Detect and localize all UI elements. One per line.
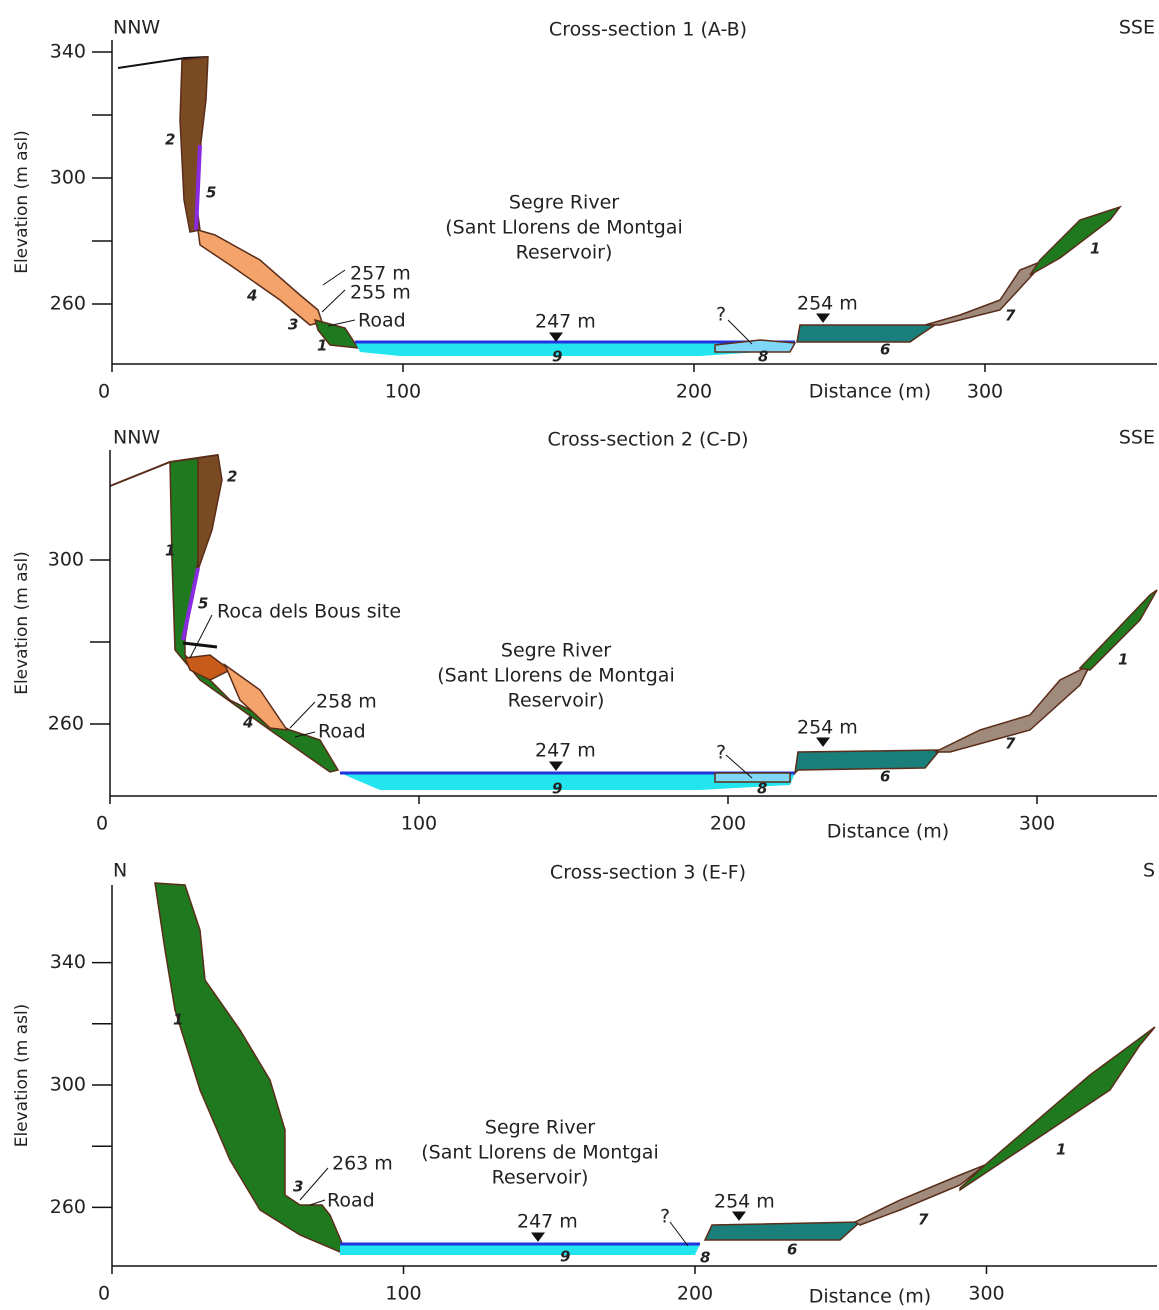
direction-left: NNW bbox=[113, 17, 160, 39]
x-tick-label: 300 bbox=[967, 381, 1003, 403]
annotation: 247 m bbox=[535, 740, 596, 762]
direction-left: N bbox=[113, 860, 127, 882]
annotation: ? bbox=[660, 1206, 670, 1228]
x-tick-label: 300 bbox=[1019, 813, 1055, 835]
annotation: 254 m bbox=[797, 717, 858, 739]
y-tick-label: 260 bbox=[50, 1196, 86, 1218]
unit-number: 8 bbox=[758, 348, 768, 366]
unit-number: 1 bbox=[1090, 240, 1100, 258]
x-axis-label: Distance (m) bbox=[809, 381, 931, 403]
x-tick-label: 200 bbox=[710, 813, 746, 835]
river-label: (Sant Llorens de Montgai bbox=[421, 1142, 658, 1164]
annotation: 254 m bbox=[797, 293, 858, 315]
markers bbox=[189, 269, 830, 1247]
x-tick-label: 0 bbox=[98, 1283, 110, 1305]
annotation: 254 m bbox=[714, 1191, 775, 1213]
x-tick-label: 0 bbox=[96, 813, 108, 835]
unit-number: 1 bbox=[173, 1011, 183, 1029]
unit-number: 4 bbox=[246, 287, 257, 305]
x-tick-label: 300 bbox=[968, 1283, 1004, 1305]
y-axis-label: Elevation (m asl) bbox=[12, 130, 32, 274]
annotation: 247 m bbox=[517, 1211, 578, 1233]
annotation: 247 m bbox=[535, 311, 596, 333]
river-label: (Sant Llorens de Montgai bbox=[437, 665, 674, 687]
unit-number: 8 bbox=[700, 1249, 710, 1267]
unit-number: 9 bbox=[552, 780, 562, 798]
river-label: Segre River bbox=[501, 640, 611, 662]
direction-right: SSE bbox=[1119, 427, 1155, 449]
x-axis-label: Distance (m) bbox=[827, 821, 949, 843]
geology bbox=[109, 56, 1158, 1255]
river-label: Segre River bbox=[509, 192, 619, 214]
direction-right: SSE bbox=[1119, 17, 1155, 39]
annotation: 263 m bbox=[332, 1153, 393, 1175]
unit-number: 8 bbox=[757, 780, 767, 798]
river-label: Reservoir) bbox=[492, 1167, 589, 1189]
unit-number: 7 bbox=[1005, 307, 1016, 325]
direction-right: S bbox=[1143, 860, 1155, 882]
unit-number: 1 bbox=[1056, 1141, 1066, 1159]
river-label: Reservoir) bbox=[508, 690, 605, 712]
river-label: Segre River bbox=[485, 1117, 595, 1139]
panel-title: Cross-section 2 (C-D) bbox=[547, 429, 748, 451]
y-tick-label: 260 bbox=[48, 713, 84, 735]
annotation: Road bbox=[318, 721, 366, 743]
x-tick-label: 100 bbox=[385, 381, 421, 403]
y-tick-label: 300 bbox=[48, 549, 84, 571]
y-tick-label: 300 bbox=[50, 167, 86, 189]
y-axis-label: Elevation (m asl) bbox=[12, 551, 32, 695]
unit-number: 5 bbox=[198, 595, 208, 613]
panel-title: Cross-section 1 (A-B) bbox=[549, 19, 747, 41]
y-tick-label: 340 bbox=[50, 41, 86, 63]
annotation: Road bbox=[358, 310, 406, 332]
x-tick-label: 100 bbox=[385, 1283, 421, 1305]
annotation: ? bbox=[716, 304, 726, 326]
unit-number: 1 bbox=[165, 542, 175, 560]
annotation: 258 m bbox=[316, 691, 377, 713]
unit-number: 6 bbox=[880, 768, 890, 786]
direction-left: NNW bbox=[113, 427, 160, 449]
annotation: Roca dels Bous site bbox=[217, 601, 401, 623]
unit-number: 6 bbox=[880, 341, 890, 359]
annotation: Road bbox=[327, 1190, 375, 1212]
unit-number: 7 bbox=[918, 1211, 929, 1229]
unit-number: 2 bbox=[165, 131, 175, 149]
y-tick-label: 340 bbox=[50, 951, 86, 973]
annotation: ? bbox=[716, 742, 726, 764]
x-tick-label: 100 bbox=[401, 813, 437, 835]
x-tick-label: 200 bbox=[677, 1283, 713, 1305]
unit-number: 2 bbox=[227, 468, 237, 486]
annotation: 255 m bbox=[350, 282, 411, 304]
panel-title: Cross-section 3 (E-F) bbox=[550, 862, 746, 884]
y-tick-label: 260 bbox=[50, 293, 86, 315]
x-tick-label: 0 bbox=[98, 381, 110, 403]
unit-number: 3 bbox=[288, 316, 298, 334]
river-label: (Sant Llorens de Montgai bbox=[445, 217, 682, 239]
unit-number: 9 bbox=[552, 348, 562, 366]
y-axis-label: Elevation (m asl) bbox=[12, 1004, 32, 1148]
river-label: Reservoir) bbox=[516, 242, 613, 264]
x-tick-label: 200 bbox=[676, 381, 712, 403]
unit-number: 1 bbox=[317, 337, 327, 355]
unit-number: 6 bbox=[787, 1241, 797, 1259]
unit-number: 7 bbox=[1005, 735, 1016, 753]
annotation: 257 m bbox=[350, 263, 411, 285]
unit-number: 1 bbox=[1118, 651, 1128, 669]
unit-number: 9 bbox=[560, 1248, 570, 1266]
unit-number: 5 bbox=[206, 184, 216, 202]
y-tick-label: 300 bbox=[50, 1074, 86, 1096]
unit-number: 3 bbox=[293, 1178, 303, 1196]
x-axis-label: Distance (m) bbox=[809, 1286, 931, 1307]
unit-number: 4 bbox=[242, 714, 253, 732]
